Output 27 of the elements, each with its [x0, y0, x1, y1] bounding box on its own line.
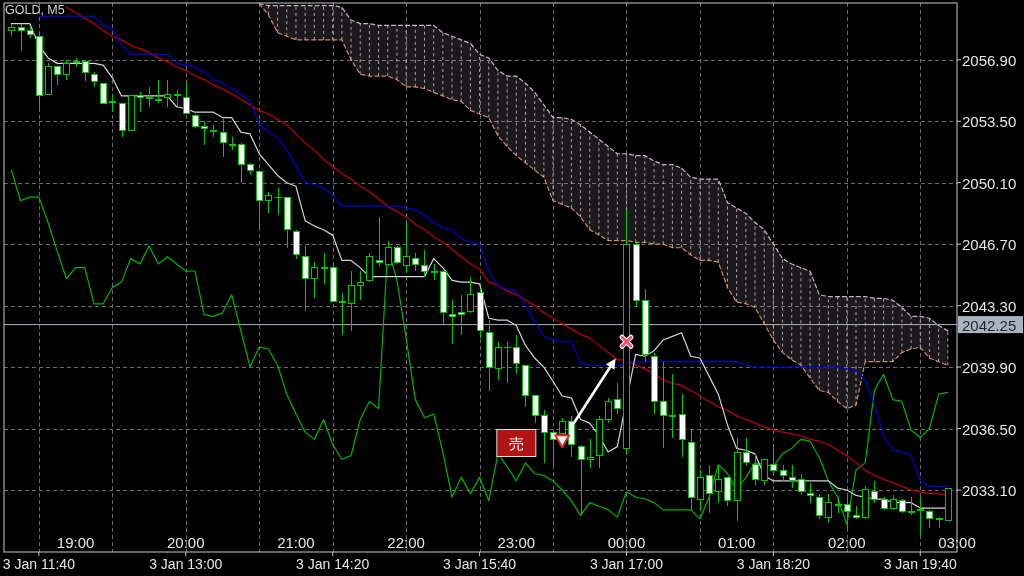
y-tick-label: 2039.90	[962, 358, 1017, 376]
y-tick-label: 2036.50	[962, 420, 1017, 438]
annotation: 売	[508, 434, 524, 452]
x2-tick-label: 21:00	[277, 533, 315, 551]
y-tick-label: 2056.90	[962, 51, 1017, 69]
x-tick-label: 3 Jan 11:40	[2, 556, 76, 572]
x2-tick-label: 20:00	[167, 533, 205, 551]
y-tick-label: 2053.50	[962, 112, 1017, 130]
x-tick-label: 3 Jan 13:00	[149, 556, 223, 572]
chart-title: GOLD, M5	[5, 3, 65, 17]
x-tick-label: 3 Jan 17:00	[589, 556, 664, 572]
x2-tick-label: 19:00	[56, 533, 95, 551]
y-tick-label: 2033.10	[962, 481, 1017, 499]
x2-tick-label: 02:00	[828, 533, 866, 551]
x2-tick-label: 00:00	[607, 533, 646, 551]
x2-tick-label: 23:00	[497, 533, 536, 551]
x-tick-label: 3 Jan 15:40	[443, 556, 517, 572]
y-tick-label: 2050.10	[962, 174, 1017, 192]
y-tick-label: 2046.70	[962, 235, 1017, 253]
x2-tick-label: 03:00	[938, 533, 976, 551]
x2-tick-label: 22:00	[387, 533, 425, 551]
ref-line-label: 2042.25	[962, 316, 1017, 334]
x2-tick-label: 01:00	[717, 533, 756, 551]
x-tick-label: 3 Jan 14:20	[296, 556, 370, 572]
x-tick-label: 3 Jan 18:20	[736, 556, 811, 572]
x-tick-label: 3 Jan 19:40	[883, 556, 958, 572]
y-tick-label: 2043.30	[962, 297, 1017, 315]
